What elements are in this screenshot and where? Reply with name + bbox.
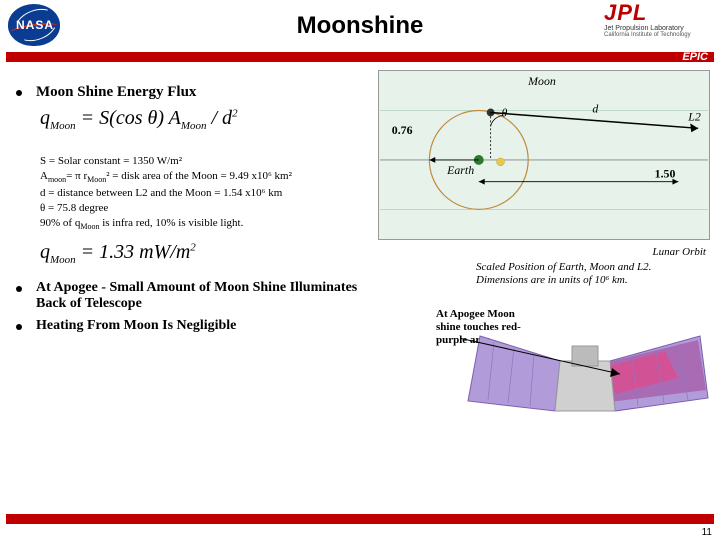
d-arrowhead [690, 123, 698, 132]
label-earth: Earth [446, 163, 474, 177]
equation-flux: qMoon = S(cos θ) AMoon / d2 [40, 107, 366, 132]
footer-red-bar [6, 514, 714, 524]
slide-header: NASA Moonshine JPL Jet Propulsion Labora… [0, 0, 720, 50]
bullet-icon [16, 286, 22, 292]
def-distance: d = distance between L2 and the Moon = 1… [40, 186, 385, 201]
bullet-3: Heating From Moon Is Negligible [16, 318, 366, 334]
caption-scale: Scaled Position of Earth, Moon and L2. D… [476, 261, 706, 287]
bullet-apogee: At Apogee - Small Amount of Moon Shine I… [36, 280, 366, 312]
bullet-icon [16, 324, 22, 330]
spacecraft-diagram [460, 306, 710, 456]
def-moon-area: Amoon= π rMoon² = disk area of the Moon … [40, 169, 385, 186]
value-1point50: 1.50 [655, 167, 676, 181]
geometry-diagram: Moon Earth θ d L2 0.76 1.50 [378, 70, 710, 240]
slide-root: NASA Moonshine JPL Jet Propulsion Labora… [0, 0, 720, 540]
diagram-svg: Moon Earth θ d L2 0.76 1.50 [379, 71, 709, 239]
diagram-caption: Lunar Orbit Scaled Position of Earth, Mo… [476, 246, 706, 288]
jpl-subtitle-2: California Institute of Technology [604, 32, 714, 38]
def-solar-constant: S = Solar constant = 1350 W/m² [40, 154, 385, 169]
jpl-mark: JPL [604, 2, 714, 24]
definitions-block: S = Solar constant = 1350 W/m² Amoon= π … [40, 154, 385, 233]
def-spectrum: 90% of qMoon is infra red, 10% is visibl… [40, 216, 385, 233]
label-l2: L2 [687, 109, 701, 123]
left-column: Moon Shine Energy Flux qMoon = S(cos θ) … [16, 84, 366, 340]
page-number: 11 [702, 527, 712, 538]
bullet-heating: Heating From Moon Is Negligible [36, 318, 236, 334]
heading-flux: Moon Shine Energy Flux [36, 84, 196, 101]
bullet-1: Moon Shine Energy Flux [16, 84, 366, 101]
label-theta: θ [502, 105, 508, 119]
slide-body: Moon Shine Energy Flux qMoon = S(cos θ) … [0, 66, 720, 512]
sun-marker-icon [497, 158, 505, 166]
jpl-subtitle-1: Jet Propulsion Laboratory [604, 25, 714, 32]
equation-result: qMoon = 1.33 mW/m2 [40, 241, 366, 266]
label-moon: Moon [527, 74, 556, 88]
radius-arrowhead [429, 157, 435, 163]
spacecraft-svg [460, 306, 710, 456]
bullet-icon [16, 90, 22, 96]
epic-badge: EPIC [682, 51, 708, 63]
label-d: d [592, 102, 598, 116]
value-point76: 0.76 [392, 123, 413, 137]
jpl-logo: JPL Jet Propulsion Laboratory California… [604, 2, 714, 38]
def-theta: θ = 75.8 degree [40, 201, 385, 216]
caption-lunar-orbit: Lunar Orbit [476, 246, 706, 259]
spacecraft-body [460, 336, 708, 411]
bullet-2: At Apogee - Small Amount of Moon Shine I… [16, 280, 366, 312]
header-red-bar: EPIC [6, 52, 714, 62]
